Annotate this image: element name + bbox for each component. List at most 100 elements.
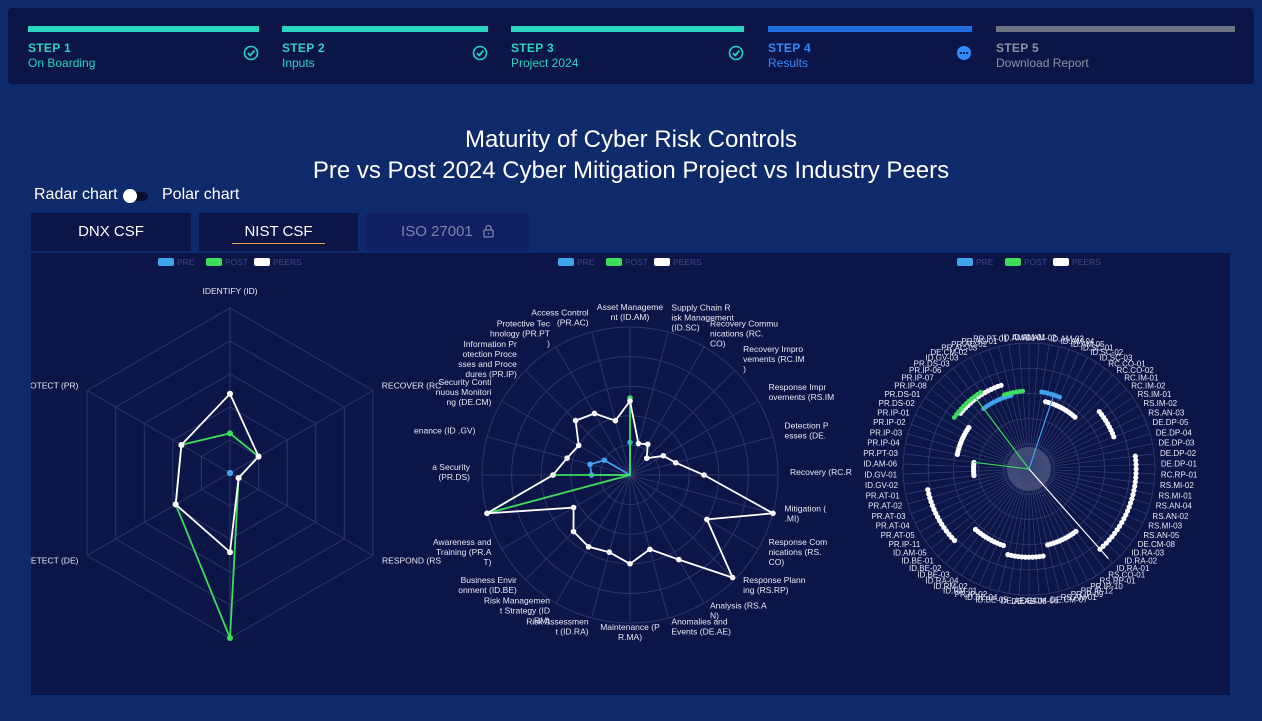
polar-axis-label: ID.BE-05	[975, 595, 1008, 604]
polar-axis-label: RS.IM-02	[1143, 399, 1177, 408]
polar-axis-label: RC.CO-01	[1108, 359, 1146, 368]
legend-label-post: POST	[225, 257, 248, 267]
polar-peers-point	[1126, 504, 1132, 510]
radar-2-point-peers	[612, 417, 619, 424]
legend-swatch-peers	[254, 258, 270, 266]
polar-spoke	[998, 346, 1030, 470]
radar-1-point-post	[227, 430, 233, 437]
polar-spoke	[1028, 433, 1151, 470]
polar-axis-label: ID.SC-03	[1100, 353, 1133, 362]
polar-axis-label: RS.MI-03	[1148, 522, 1182, 531]
radar-1-point-peers	[255, 453, 262, 460]
radar-2-axis-line	[629, 331, 669, 476]
polar-connector-line	[974, 396, 1030, 470]
polar-axis-label: RS.MI-01	[1158, 491, 1192, 500]
polar-spoke	[903, 463, 1030, 470]
step-5-label: Download Report	[996, 56, 1089, 70]
polar-axis-label: RS.AN-02	[1152, 512, 1189, 521]
radar-2-axis-label: Analysis (RS.A N)	[710, 601, 767, 621]
step-2[interactable]: STEP 2 Inputs	[282, 26, 488, 76]
polar-axis-label: RC.RP-01	[1161, 470, 1198, 479]
polar-axis-label: PR.PT-03	[863, 449, 898, 458]
step-2-bar	[282, 26, 488, 32]
radar-2-point-peers	[644, 441, 651, 448]
radar-2-point-peers	[585, 543, 592, 550]
polar-peers-point	[1129, 496, 1135, 502]
tab-nist-csf[interactable]: NIST CSF	[199, 213, 358, 251]
radar-2-point-peers	[704, 516, 710, 523]
step-5-number: STEP 5	[996, 41, 1039, 55]
polar-peers-point	[1123, 512, 1129, 518]
polar-spoke	[1028, 424, 1147, 470]
lock-icon	[483, 224, 494, 238]
radar-2-axis-label: Response Impr ovements (RS.IM	[769, 382, 835, 402]
chart-type-switch[interactable]	[120, 189, 152, 203]
polar-spoke	[925, 397, 1030, 470]
polar-axis-label: ID.BE-04	[965, 593, 998, 602]
legend-label-peers: PEERS	[673, 257, 702, 267]
radar-2-axis-line	[524, 369, 631, 476]
polar-spoke	[1028, 468, 1060, 592]
polar-axis-label: DE.CM-06	[1021, 597, 1059, 606]
polar-axis-label: DE.DP-02	[1160, 449, 1197, 458]
radar-2-axis-label: enance (ID .GV)	[414, 426, 476, 436]
polar-axis-label: RC.CO-02	[1117, 366, 1155, 375]
radar-2-axis-label: Awareness and Training (PR.A T)	[433, 537, 492, 567]
polar-peers-point	[1132, 479, 1138, 485]
radar-2-axis-line	[629, 474, 705, 604]
step-5[interactable]: STEP 5 Download Report	[996, 26, 1235, 76]
legend-swatch-pre	[558, 258, 574, 266]
radar-1-point-peers	[235, 474, 242, 481]
polar-axis-label: PR.IP-01	[877, 408, 910, 417]
polar-peers-point	[1045, 542, 1051, 548]
radar-2-axis-label: Security Conti nuous Monitori ng (DE.CM)	[436, 377, 492, 407]
polar-axis-label: ID.AM-05	[1071, 340, 1105, 349]
radar-2-axis-label: Risk Managemen t Strategy (ID .RM)	[484, 596, 550, 626]
radar-2-axis-line	[486, 436, 631, 476]
radar-1-axis-label: DETECT (DE)	[31, 556, 79, 566]
radar-2-point-peers	[550, 472, 556, 478]
polar-peers-point	[1133, 475, 1139, 481]
radar-2-point-pre	[587, 461, 593, 468]
polar-connector-line	[973, 461, 1030, 470]
polar-axis-label: ID.GV-02	[865, 481, 898, 490]
polar-connector-line	[1028, 394, 1055, 470]
tab-dnx-csf[interactable]: DNX CSF	[31, 213, 191, 251]
polar-peers-point	[927, 495, 933, 501]
polar-spoke	[945, 374, 1030, 470]
radar-2-axis-line	[629, 474, 774, 514]
radar-2-point-peers	[635, 440, 642, 447]
polar-peers-point	[1130, 492, 1136, 498]
polar-axis-label: ID.AM-01	[1001, 333, 1035, 342]
polar-spoke	[1028, 468, 1097, 576]
polar-spoke	[1028, 468, 1070, 589]
polar-peers-point	[966, 424, 972, 431]
step-5-bar	[996, 26, 1235, 32]
radar-1-point-post	[227, 635, 233, 641]
tab-nist-csf-label: NIST CSF	[232, 223, 325, 244]
polar-axis-label: PR.AT-03	[871, 512, 906, 521]
radar-2-axis-label: a Security (PR.DS)	[432, 462, 471, 482]
polar-axis-label: PR.IP-08	[894, 382, 927, 391]
radar-2-point-peers	[564, 455, 570, 461]
polar-axis-label: PR.AT-04	[876, 522, 911, 531]
radar-2-axis-label: Business Envir onment (ID.BE)	[458, 575, 517, 595]
step-4[interactable]: STEP 4 Results	[768, 26, 972, 76]
polar-axis-label: RS.AN-03	[1148, 408, 1185, 417]
step-2-number: STEP 2	[282, 41, 325, 55]
polar-axis-label: ID.GV-01	[864, 470, 897, 479]
radar-1-axis-label: PROTECT (PR)	[31, 381, 79, 391]
radar-2-axis-line	[524, 474, 631, 581]
radar-2-axis-label: Protective Tec hnology (PR.PT)	[490, 318, 551, 348]
polar-spoke	[937, 381, 1030, 470]
polar-axis-label: RS.MI-02	[1160, 481, 1194, 490]
polar-axis-label: RS.RP-01	[1100, 577, 1137, 586]
radar-2-point-peers	[484, 510, 490, 517]
step-3-label: Project 2024	[511, 56, 579, 70]
tab-iso-27001[interactable]: ISO 27001	[366, 213, 529, 251]
step-1[interactable]: STEP 1 On Boarding	[28, 26, 259, 76]
polar-axis-label: RS.IM-01	[1138, 390, 1172, 399]
step-3[interactable]: STEP 3 Project 2024	[511, 26, 744, 76]
polar-axis-label: RC.IM-02	[1131, 382, 1166, 391]
polar-axis-label: DE.CM-02	[930, 348, 968, 357]
